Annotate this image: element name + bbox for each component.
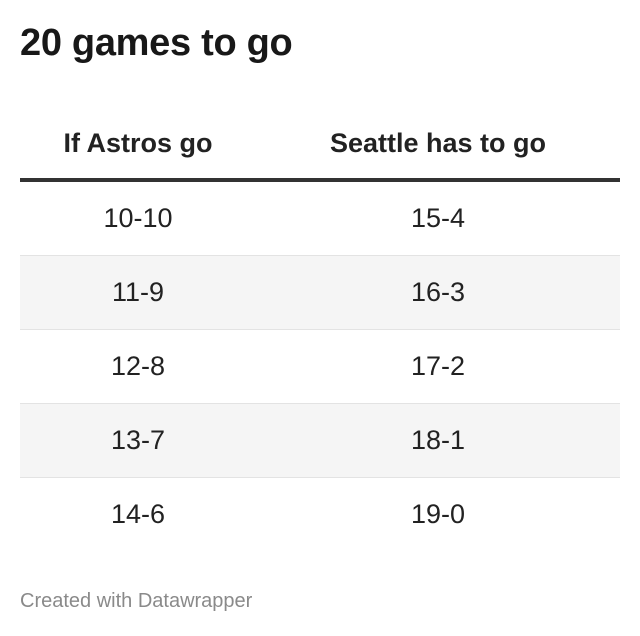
chart-title: 20 games to go	[20, 22, 293, 64]
table-header-row: If Astros go Seattle has to go	[20, 108, 620, 182]
column-header-seattle: Seattle has to go	[256, 108, 620, 182]
table-cell-astros: 10-10	[20, 180, 256, 256]
table-cell-astros: 14-6	[110, 499, 166, 529]
table-cell-seattle: 18-1	[256, 403, 620, 478]
table-row: 10-10 15-4	[20, 180, 620, 256]
table-cell-seattle: 19-0	[410, 499, 466, 529]
table-cell-seattle: 15-4	[256, 180, 620, 256]
table-cell-astros: 11-9	[20, 255, 256, 330]
datawrapper-credit: Created with Datawrapper	[20, 590, 253, 612]
table-cell-astros: 12-8	[20, 329, 256, 404]
table-cell-seattle: 17-2	[256, 329, 620, 404]
column-header-astros: If Astros go	[20, 108, 256, 182]
table-cell-astros: 13-7	[20, 403, 256, 478]
table-row: 14-6 19-0	[20, 478, 620, 552]
data-table: If Astros go Seattle has to go 10-10 15-…	[20, 108, 620, 551]
table-cell-seattle: 16-3	[256, 255, 620, 330]
table-row: 13-7 18-1	[20, 403, 620, 478]
table-row: 12-8 17-2	[20, 329, 620, 404]
table-row: 11-9 16-3	[20, 255, 620, 330]
